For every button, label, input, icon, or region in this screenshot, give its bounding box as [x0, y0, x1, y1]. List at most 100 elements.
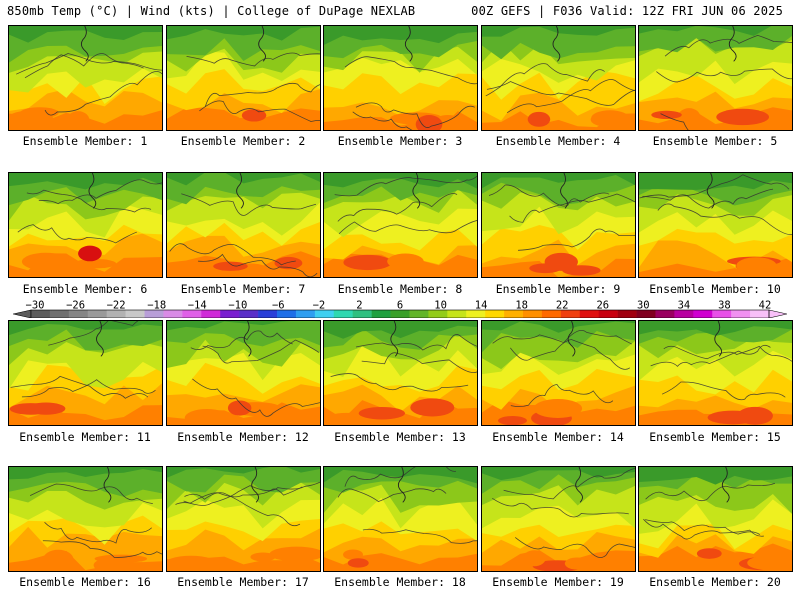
temperature-band [9, 467, 162, 497]
coastline [251, 467, 260, 503]
temperature-map [167, 321, 320, 425]
contour-line [657, 203, 792, 236]
coastline [80, 26, 89, 62]
ensemble-panel [638, 172, 793, 278]
temperature-band [9, 26, 162, 43]
colorbar-swatch [125, 310, 145, 318]
coastline [96, 321, 104, 357]
colorbar-swatch [409, 310, 429, 318]
contour-line [510, 384, 614, 407]
temperature-map [639, 321, 792, 425]
colorbar-swatch [31, 310, 51, 318]
colorbar-swatch [428, 310, 448, 318]
temperature-map [9, 321, 162, 425]
temperature-band [482, 321, 635, 333]
coastline [567, 321, 576, 357]
contour-line [518, 228, 635, 251]
temperature-band [324, 467, 477, 484]
warm-anomaly [213, 261, 248, 271]
temperature-band [639, 173, 792, 190]
contour-line [202, 339, 320, 364]
ensemble-member-label: Ensemble Member: 9 [495, 282, 621, 296]
contour-line [169, 243, 296, 266]
temperature-map [639, 467, 792, 571]
ensemble-member-label: Ensemble Member: 18 [334, 575, 466, 589]
colorbar-swatch [201, 310, 221, 318]
colorbar-tick-label: 22 [556, 300, 569, 312]
contour-line [509, 193, 635, 223]
contour-line [506, 79, 635, 114]
coastline [412, 173, 421, 209]
colorbar-arrow-right [768, 309, 787, 318]
colorbar-swatch [239, 310, 259, 318]
temperature-band [482, 467, 635, 481]
ensemble-panel [323, 25, 478, 131]
colorbar-tick-label: 34 [678, 300, 691, 312]
contour-line [44, 522, 153, 544]
colorbar-swatch [182, 310, 202, 318]
ensemble-member-label: Ensemble Member: 2 [180, 134, 306, 148]
coastline [728, 26, 737, 62]
colorbar-swatch [636, 310, 656, 318]
colorbar-swatch [447, 310, 467, 318]
colorbar-tick-label: 14 [475, 300, 488, 312]
warm-anomaly [9, 403, 53, 415]
contour-line [643, 518, 764, 540]
temperature-map [9, 467, 162, 571]
colorbar-tick-label: −6 [272, 300, 285, 312]
temperature-band [324, 321, 477, 339]
contour-line [664, 34, 792, 57]
ensemble-member-label: Ensemble Member: 11 [19, 430, 151, 444]
contour-line [204, 82, 320, 107]
ensemble-member-label: Ensemble Member: 15 [649, 430, 781, 444]
warm-anomaly [533, 399, 583, 419]
ensemble-member-label: Ensemble Member: 6 [22, 282, 148, 296]
warm-anomaly [677, 108, 701, 127]
warm-anomaly [564, 557, 590, 570]
contour-line [515, 537, 635, 558]
contour-line [485, 63, 605, 97]
temperature-band [639, 321, 792, 336]
contour-line [192, 378, 320, 417]
warm-anomaly [241, 109, 267, 122]
ensemble-panel [638, 466, 793, 572]
contour-line [645, 482, 776, 502]
ensemble-panel [481, 320, 636, 426]
colorbar-swatch [541, 310, 562, 318]
warm-anomaly [415, 114, 443, 130]
colorbar-swatch [579, 310, 599, 318]
colorbar-swatch [106, 310, 126, 318]
contour-line [26, 189, 152, 213]
temperature-band [9, 321, 162, 336]
temperature-band [639, 26, 792, 36]
warm-anomaly [651, 110, 682, 120]
contour-line [181, 193, 317, 216]
colorbar-swatch [750, 310, 770, 318]
temperature-map [324, 321, 477, 425]
contour-line [355, 334, 477, 351]
colorbar-swatch [598, 310, 618, 318]
coastline [236, 173, 244, 209]
contour-line [492, 497, 629, 518]
contour-line [661, 381, 786, 401]
temperature-band [482, 173, 635, 206]
contour-line [183, 481, 320, 506]
warm-anomaly [497, 415, 528, 425]
temperature-band [167, 321, 320, 331]
ensemble-panel [323, 466, 478, 572]
ensemble-member-label: Ensemble Member: 20 [649, 575, 781, 589]
coastline [88, 173, 97, 209]
colorbar-tick-label: −30 [26, 300, 45, 312]
contour-line [663, 345, 792, 362]
warm-anomaly [435, 266, 473, 275]
contour-line [355, 102, 475, 128]
colorbar-swatch [390, 310, 410, 318]
warm-anomaly [696, 548, 722, 559]
contour-line [16, 53, 162, 75]
contour-line [639, 174, 790, 199]
ensemble-member-label: Ensemble Member: 5 [652, 134, 778, 148]
temperature-map [324, 173, 477, 277]
ensemble-panel [481, 466, 636, 572]
warm-anomaly [78, 245, 102, 262]
contour-line [642, 188, 774, 209]
